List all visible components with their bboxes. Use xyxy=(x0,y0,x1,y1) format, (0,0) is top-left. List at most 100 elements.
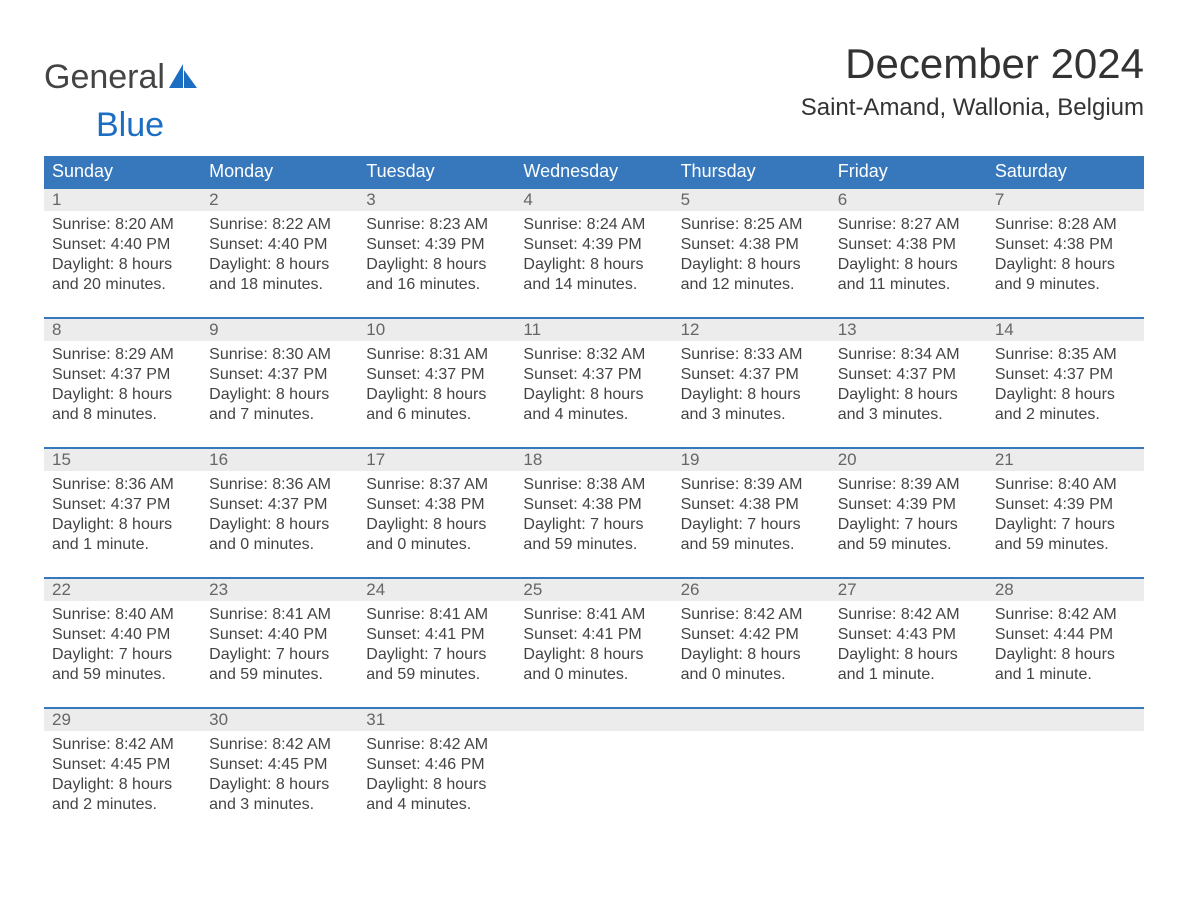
day-sunset: Sunset: 4:37 PM xyxy=(838,365,979,385)
day-d1: Daylight: 8 hours xyxy=(523,645,664,665)
day-sunrise: Sunrise: 8:39 AM xyxy=(681,475,822,495)
day-sunset: Sunset: 4:39 PM xyxy=(523,235,664,255)
day-number: 1 xyxy=(44,189,201,211)
day-cell: Sunrise: 8:42 AMSunset: 4:43 PMDaylight:… xyxy=(830,601,987,691)
day-cell: Sunrise: 8:31 AMSunset: 4:37 PMDaylight:… xyxy=(358,341,515,431)
day-d2: and 20 minutes. xyxy=(52,275,193,295)
day-sunrise: Sunrise: 8:36 AM xyxy=(52,475,193,495)
day-d1: Daylight: 7 hours xyxy=(523,515,664,535)
day-header-wed: Wednesday xyxy=(515,156,672,187)
day-cell: Sunrise: 8:42 AMSunset: 4:42 PMDaylight:… xyxy=(673,601,830,691)
day-body-row: Sunrise: 8:36 AM Sunset: 4:37 PM Daylight:… xyxy=(44,471,1144,561)
day-sunset: Sunset: 4:38 PM xyxy=(523,495,664,515)
day-d2: and 59 minutes. xyxy=(366,665,507,685)
day-sunset: Sunset: 4:45 PM xyxy=(52,755,193,775)
day-d2: and 7 minutes. xyxy=(209,405,350,425)
day-sunset: Sunset: 4:42 PM xyxy=(681,625,822,645)
day-number-row: 293031 xyxy=(44,709,1144,731)
day-sunrise: Sunrise: 8:28 AM xyxy=(995,215,1136,235)
day-d1: Daylight: 8 hours xyxy=(209,255,350,275)
day-sunset: Sunset: 4:39 PM xyxy=(838,495,979,515)
day-number: 28 xyxy=(987,579,1144,601)
day-cell: Sunrise: 8:41 AMSunset: 4:41 PMDaylight:… xyxy=(358,601,515,691)
day-body-row: Sunrise: 8:42 AM Sunset: 4:45 PM Daylight:… xyxy=(44,731,1144,821)
day-sunset: Sunset: 4:38 PM xyxy=(366,495,507,515)
day-d1: Daylight: 8 hours xyxy=(209,775,350,795)
day-header-sat: Saturday xyxy=(987,156,1144,187)
day-sunset: Sunset: 4:40 PM xyxy=(209,235,350,255)
day-d2: and 0 minutes. xyxy=(523,665,664,685)
day-cell: Sunrise: 8:33 AMSunset: 4:37 PMDaylight:… xyxy=(673,341,830,431)
calendar-header-row: Sunday Monday Tuesday Wednesday Thursday… xyxy=(44,156,1144,187)
day-sunrise: Sunrise: 8:38 AM xyxy=(523,475,664,495)
day-d1: Daylight: 7 hours xyxy=(366,645,507,665)
day-header-thu: Thursday xyxy=(673,156,830,187)
day-number: 7 xyxy=(987,189,1144,211)
day-body-row: Sunrise: 8:40 AMSunset: 4:40 PMDaylight:… xyxy=(44,601,1144,691)
day-number: 23 xyxy=(201,579,358,601)
day-sunrise: Sunrise: 8:22 AM xyxy=(209,215,350,235)
calendar-week: 22232425262728Sunrise: 8:40 AMSunset: 4:… xyxy=(44,577,1144,691)
day-sunrise: Sunrise: 8:30 AM xyxy=(209,345,350,365)
day-number: 9 xyxy=(201,319,358,341)
day-body-row: Sunrise: 8:29 AMSunset: 4:37 PMDaylight:… xyxy=(44,341,1144,431)
day-d1: Daylight: 8 hours xyxy=(995,645,1136,665)
day-sunrise: Sunrise: 8:31 AM xyxy=(366,345,507,365)
day-d1: Daylight: 8 hours xyxy=(838,385,979,405)
day-sunrise: Sunrise: 8:42 AM xyxy=(995,605,1136,625)
day-d2: and 6 minutes. xyxy=(366,405,507,425)
day-number: 19 xyxy=(673,449,830,471)
day-d1: Daylight: 7 hours xyxy=(838,515,979,535)
title-block: December 2024 Saint-Amand, Wallonia, Bel… xyxy=(801,40,1144,122)
day-sunset: Sunset: 4:39 PM xyxy=(995,495,1136,515)
sail-icon xyxy=(169,60,197,84)
day-sunset: Sunset: 4:41 PM xyxy=(523,625,664,645)
day-cell: Sunrise: 8:22 AMSunset: 4:40 PMDaylight:… xyxy=(201,211,358,301)
day-sunrise: Sunrise: 8:40 AM xyxy=(52,605,193,625)
day-header-mon: Monday xyxy=(201,156,358,187)
day-cell: Sunrise: 8:42 AMSunset: 4:45 PMDaylight:… xyxy=(201,731,358,821)
day-sunrise: Sunrise: 8:41 AM xyxy=(366,605,507,625)
day-sunset: Sunset: 4:46 PM xyxy=(366,755,507,775)
day-cell: Sunrise: 8:39 AMSunset: 4:39 PMDaylight:… xyxy=(830,471,987,561)
day-sunset: Sunset: 4:38 PM xyxy=(681,495,822,515)
day-sunrise: Sunrise: 8:42 AM xyxy=(209,735,350,755)
calendar-week: 1234567Sunrise: 8:20 AMSunset: 4:40 PMDa… xyxy=(44,187,1144,301)
day-sunrise: Sunrise: 8:41 AM xyxy=(209,605,350,625)
day-cell: Sunrise: 8:36 AMSunset: 4:37 PMDaylight:… xyxy=(201,471,358,561)
day-d1: Daylight: 7 hours xyxy=(52,645,193,665)
day-d2: and 9 minutes. xyxy=(995,275,1136,295)
day-cell: Sunrise: 8:42 AMSunset: 4:46 PMDaylight:… xyxy=(358,731,515,821)
day-cell: Sunrise: 8:42 AMSunset: 4:44 PMDaylight:… xyxy=(987,601,1144,691)
day-sunset: Sunset: 4:37 PM xyxy=(52,365,193,385)
logo: General Blue xyxy=(44,40,197,142)
day-number: 8 xyxy=(44,319,201,341)
day-sunset: Sunset: 4:38 PM xyxy=(995,235,1136,255)
day-d1: Daylight: 8 hours xyxy=(681,645,822,665)
day-number-row: 1234567 xyxy=(44,189,1144,211)
day-sunrise: Sunrise: 8:27 AM xyxy=(838,215,979,235)
day-d2: and 59 minutes. xyxy=(995,535,1136,555)
day-sunset: Sunset: 4:37 PM xyxy=(209,495,350,515)
day-number: 24 xyxy=(358,579,515,601)
day-d1: Daylight: 8 hours xyxy=(995,385,1136,405)
day-number-row: 15161718192021 xyxy=(44,449,1144,471)
day-sunrise: Sunrise: 8:42 AM xyxy=(681,605,822,625)
day-sunset: Sunset: 4:44 PM xyxy=(995,625,1136,645)
day-d2: and 3 minutes. xyxy=(838,405,979,425)
day-cell: Sunrise: 8:40 AMSunset: 4:40 PMDaylight:… xyxy=(44,601,201,691)
day-d1: Daylight: 8 hours xyxy=(52,515,193,535)
day-number: 6 xyxy=(830,189,987,211)
day-d2: and 16 minutes. xyxy=(366,275,507,295)
day-sunrise: Sunrise: 8:42 AM xyxy=(366,735,507,755)
day-sunrise: Sunrise: 8:34 AM xyxy=(838,345,979,365)
day-sunrise: Sunrise: 8:25 AM xyxy=(681,215,822,235)
day-body-row: Sunrise: 8:20 AMSunset: 4:40 PMDaylight:… xyxy=(44,211,1144,301)
month-title: December 2024 xyxy=(801,40,1144,88)
day-number: 13 xyxy=(830,319,987,341)
location-subtitle: Saint-Amand, Wallonia, Belgium xyxy=(801,94,1144,122)
day-sunset: Sunset: 4:41 PM xyxy=(366,625,507,645)
day-d1: Daylight: 8 hours xyxy=(52,385,193,405)
day-number: 20 xyxy=(830,449,987,471)
day-cell xyxy=(673,731,830,821)
